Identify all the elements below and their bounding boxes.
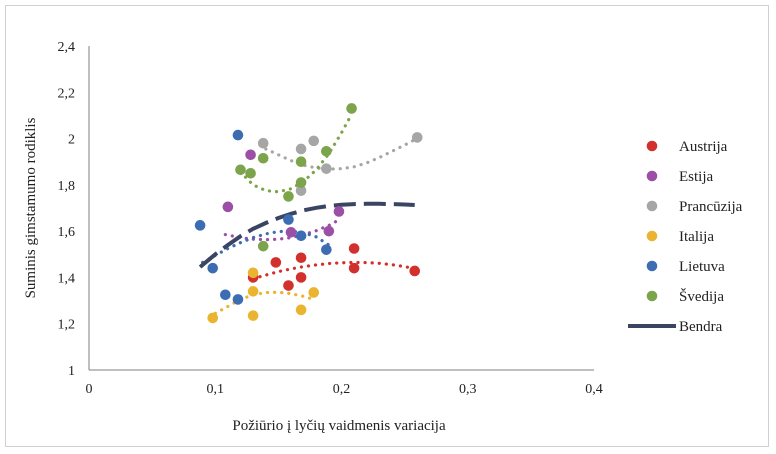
data-point-italija [207,312,219,324]
data-point-austrija [283,280,294,291]
data-point-austrija [270,257,282,268]
legend-label: Prancūzija [679,199,743,215]
data-point-lietuva [220,289,231,301]
data-point-švedija [257,240,269,252]
data-point-švedija [283,191,294,202]
data-point-prancūzija [295,143,307,155]
y-tick-label: 1 [68,364,75,379]
y-tick-labels: 1 1,2 1,4 1,6 1,8 2 2,2 2,4 [58,40,76,379]
data-point-austrija [348,243,360,254]
x-tick-label: 0,3 [459,382,477,397]
data-point-austrija [295,272,307,283]
x-tick-labels: 0 0,1 0,2 0,3 0,4 [86,382,603,397]
data-point-prancūzija [321,163,332,174]
legend-label: Bendra [679,319,723,335]
x-tick-label: 0,2 [333,382,351,397]
data-point-austrija [409,265,421,277]
y-tick-label: 2,4 [58,40,76,55]
data-point-švedija [346,103,357,114]
x-tick-label: 0,4 [585,382,603,397]
trend-line-austrija [251,260,417,281]
trend-line-švedija [238,112,354,194]
trend-line-prancūzija [264,138,417,171]
legend-marker-švedija [646,290,658,302]
data-points [194,103,423,324]
data-point-lietuva [283,214,294,225]
data-point-švedija [235,164,246,176]
data-point-prancūzija [308,135,320,147]
data-point-estija [323,225,335,237]
legend-marker-austrija [646,140,658,152]
y-tick-label: 1,6 [58,225,76,240]
data-point-italija [247,267,259,279]
data-point-prancūzija [257,137,269,149]
y-tick-label: 1,8 [58,179,76,194]
data-point-austrija [348,262,360,274]
data-point-italija [308,287,320,298]
data-point-italija [247,286,259,297]
data-point-estija [285,227,297,238]
data-point-švedija [245,167,256,179]
legend-label: Estija [679,169,714,185]
data-point-švedija [257,152,269,164]
data-point-švedija [295,177,307,188]
x-tick-label: 0,1 [207,382,225,397]
data-point-estija [245,149,256,161]
trend-line-estija [223,216,344,242]
data-point-lietuva [207,262,219,274]
y-tick-label: 1,2 [58,318,76,333]
y-tick-label: 2,2 [58,86,76,101]
y-tick-label: 2 [68,133,75,148]
trend-line-lietuva [201,229,331,264]
data-point-lietuva [232,129,244,141]
data-point-lietuva [232,294,244,305]
legend-label: Švedija [679,288,724,305]
x-tick-label: 0 [86,382,93,397]
legend-label: Lietuva [679,259,725,275]
data-point-lietuva [295,230,307,242]
legend: Austrija Estija Prancūzija Italija Lietuva Šv… [628,139,743,335]
y-tick-label: 1,4 [58,271,76,286]
trend-line-bendra [198,201,415,269]
legend-marker-prancūzija [646,200,658,212]
legend-marker-lietuva [646,260,658,272]
data-point-italija [295,304,307,316]
y-axis-title: Suminis gimstamumo rodiklis [23,117,39,298]
chart-frame [5,5,769,447]
data-point-švedija [295,156,307,168]
data-point-švedija [321,146,332,157]
data-point-prancūzija [295,185,307,196]
data-point-italija [247,310,259,321]
trend-lines [198,112,417,315]
legend-label: Austrija [679,139,728,155]
data-point-lietuva [194,220,206,231]
legend-marker-estija [646,170,658,182]
legend-label: Italija [679,229,714,245]
x-axis-title: Požiūrio į lyčių vaidmenis variacija [232,418,446,434]
legend-marker-italija [646,230,658,242]
data-point-estija [333,206,345,217]
data-point-prancūzija [411,132,423,143]
data-point-austrija [295,252,307,264]
data-point-estija [222,201,234,213]
data-point-lietuva [321,244,332,255]
